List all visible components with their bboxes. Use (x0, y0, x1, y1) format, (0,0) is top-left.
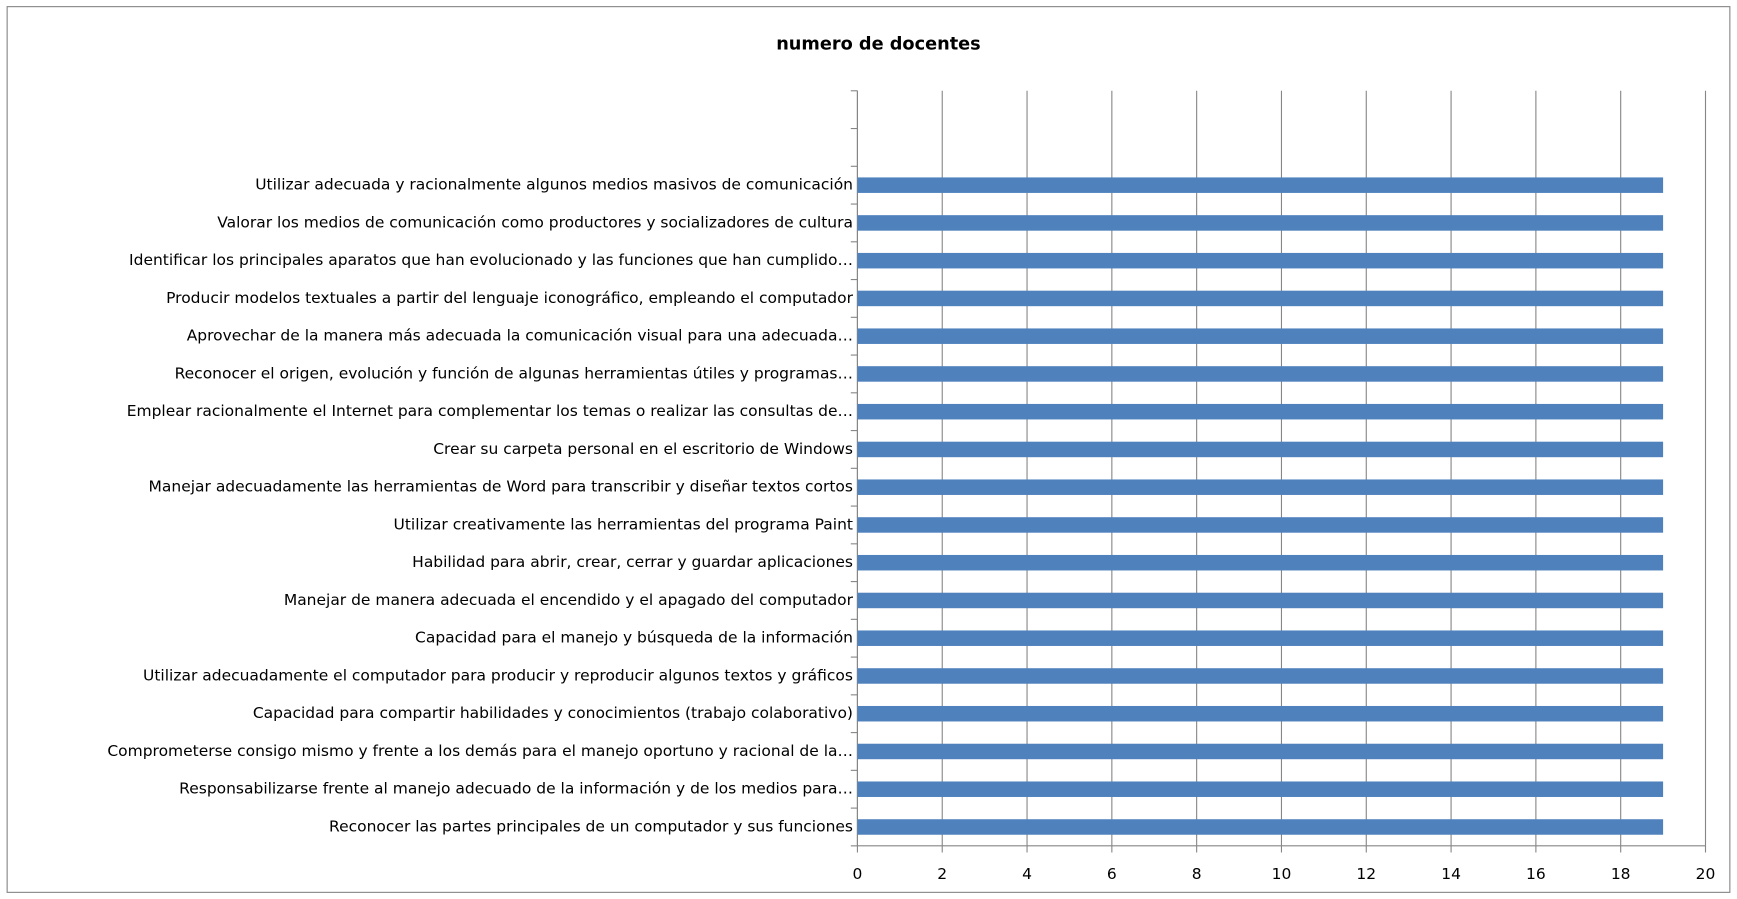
y-tick-label: Manejar adecuadamente las herramientas d… (149, 478, 853, 496)
y-tick-label: Producir modelos textuales a partir del … (166, 289, 853, 307)
bar (857, 781, 1664, 797)
bar (857, 819, 1664, 835)
x-tick-label: 20 (1696, 865, 1716, 883)
bar (857, 215, 1664, 231)
x-tick-label: 12 (1356, 865, 1376, 883)
bar (857, 403, 1664, 420)
x-tick-label: 8 (1192, 865, 1202, 883)
x-tick-label: 18 (1611, 865, 1631, 883)
y-tick-label: Aprovechar de la manera más adecuada la … (187, 327, 853, 345)
bar (857, 290, 1664, 307)
y-tick-label: Utilizar adecuadamente el computador par… (143, 666, 853, 684)
y-tick-label: Habilidad para abrir, crear, cerrar y gu… (412, 553, 853, 571)
bar (857, 328, 1664, 344)
y-tick-label: Capacidad para el manejo y búsqueda de l… (415, 629, 853, 647)
bar (857, 517, 1664, 533)
y-tick-label: Valorar los medios de comunicación como … (217, 213, 853, 231)
y-tick-label: Utilizar adecuada y racionalmente alguno… (255, 176, 853, 194)
y-tick-label: Identificar los principales aparatos que… (129, 251, 853, 269)
x-tick-label: 10 (1272, 865, 1292, 883)
y-tick-label: Crear su carpeta personal en el escritor… (433, 440, 853, 458)
x-tick-label: 6 (1107, 865, 1117, 883)
x-tick-label: 16 (1526, 865, 1546, 883)
bar (857, 177, 1664, 193)
y-tick-label: Utilizar creativamente las herramientas … (393, 515, 853, 533)
bar (857, 705, 1664, 722)
x-tick-label: 4 (1022, 865, 1032, 883)
chart-title: numero de docentes (776, 34, 981, 54)
y-tick-label: Emplear racionalmente el Internet para c… (127, 402, 853, 420)
bar (857, 554, 1664, 571)
bar (857, 668, 1664, 684)
y-tick-label: Manejar de manera adecuada el encendido … (284, 591, 854, 609)
bar (857, 479, 1664, 495)
y-tick-label: Reconocer el origen, evolución y función… (175, 364, 853, 382)
bar (857, 592, 1664, 609)
x-tick-label: 2 (937, 865, 947, 883)
y-tick-label: Comprometerse consigo mismo y frente a l… (107, 742, 853, 760)
bar (857, 441, 1664, 458)
y-tick-label: Responsabilizarse frente al manejo adecu… (179, 780, 853, 798)
bar (857, 366, 1664, 382)
x-tick-label: 14 (1441, 865, 1461, 883)
y-tick-label: Capacidad para compartir habilidades y c… (253, 704, 853, 722)
bar (857, 252, 1664, 269)
bar (857, 743, 1664, 760)
y-tick-label: Reconocer las partes principales de un c… (329, 817, 853, 835)
bar (857, 630, 1664, 646)
x-tick-label: 0 (852, 865, 862, 883)
